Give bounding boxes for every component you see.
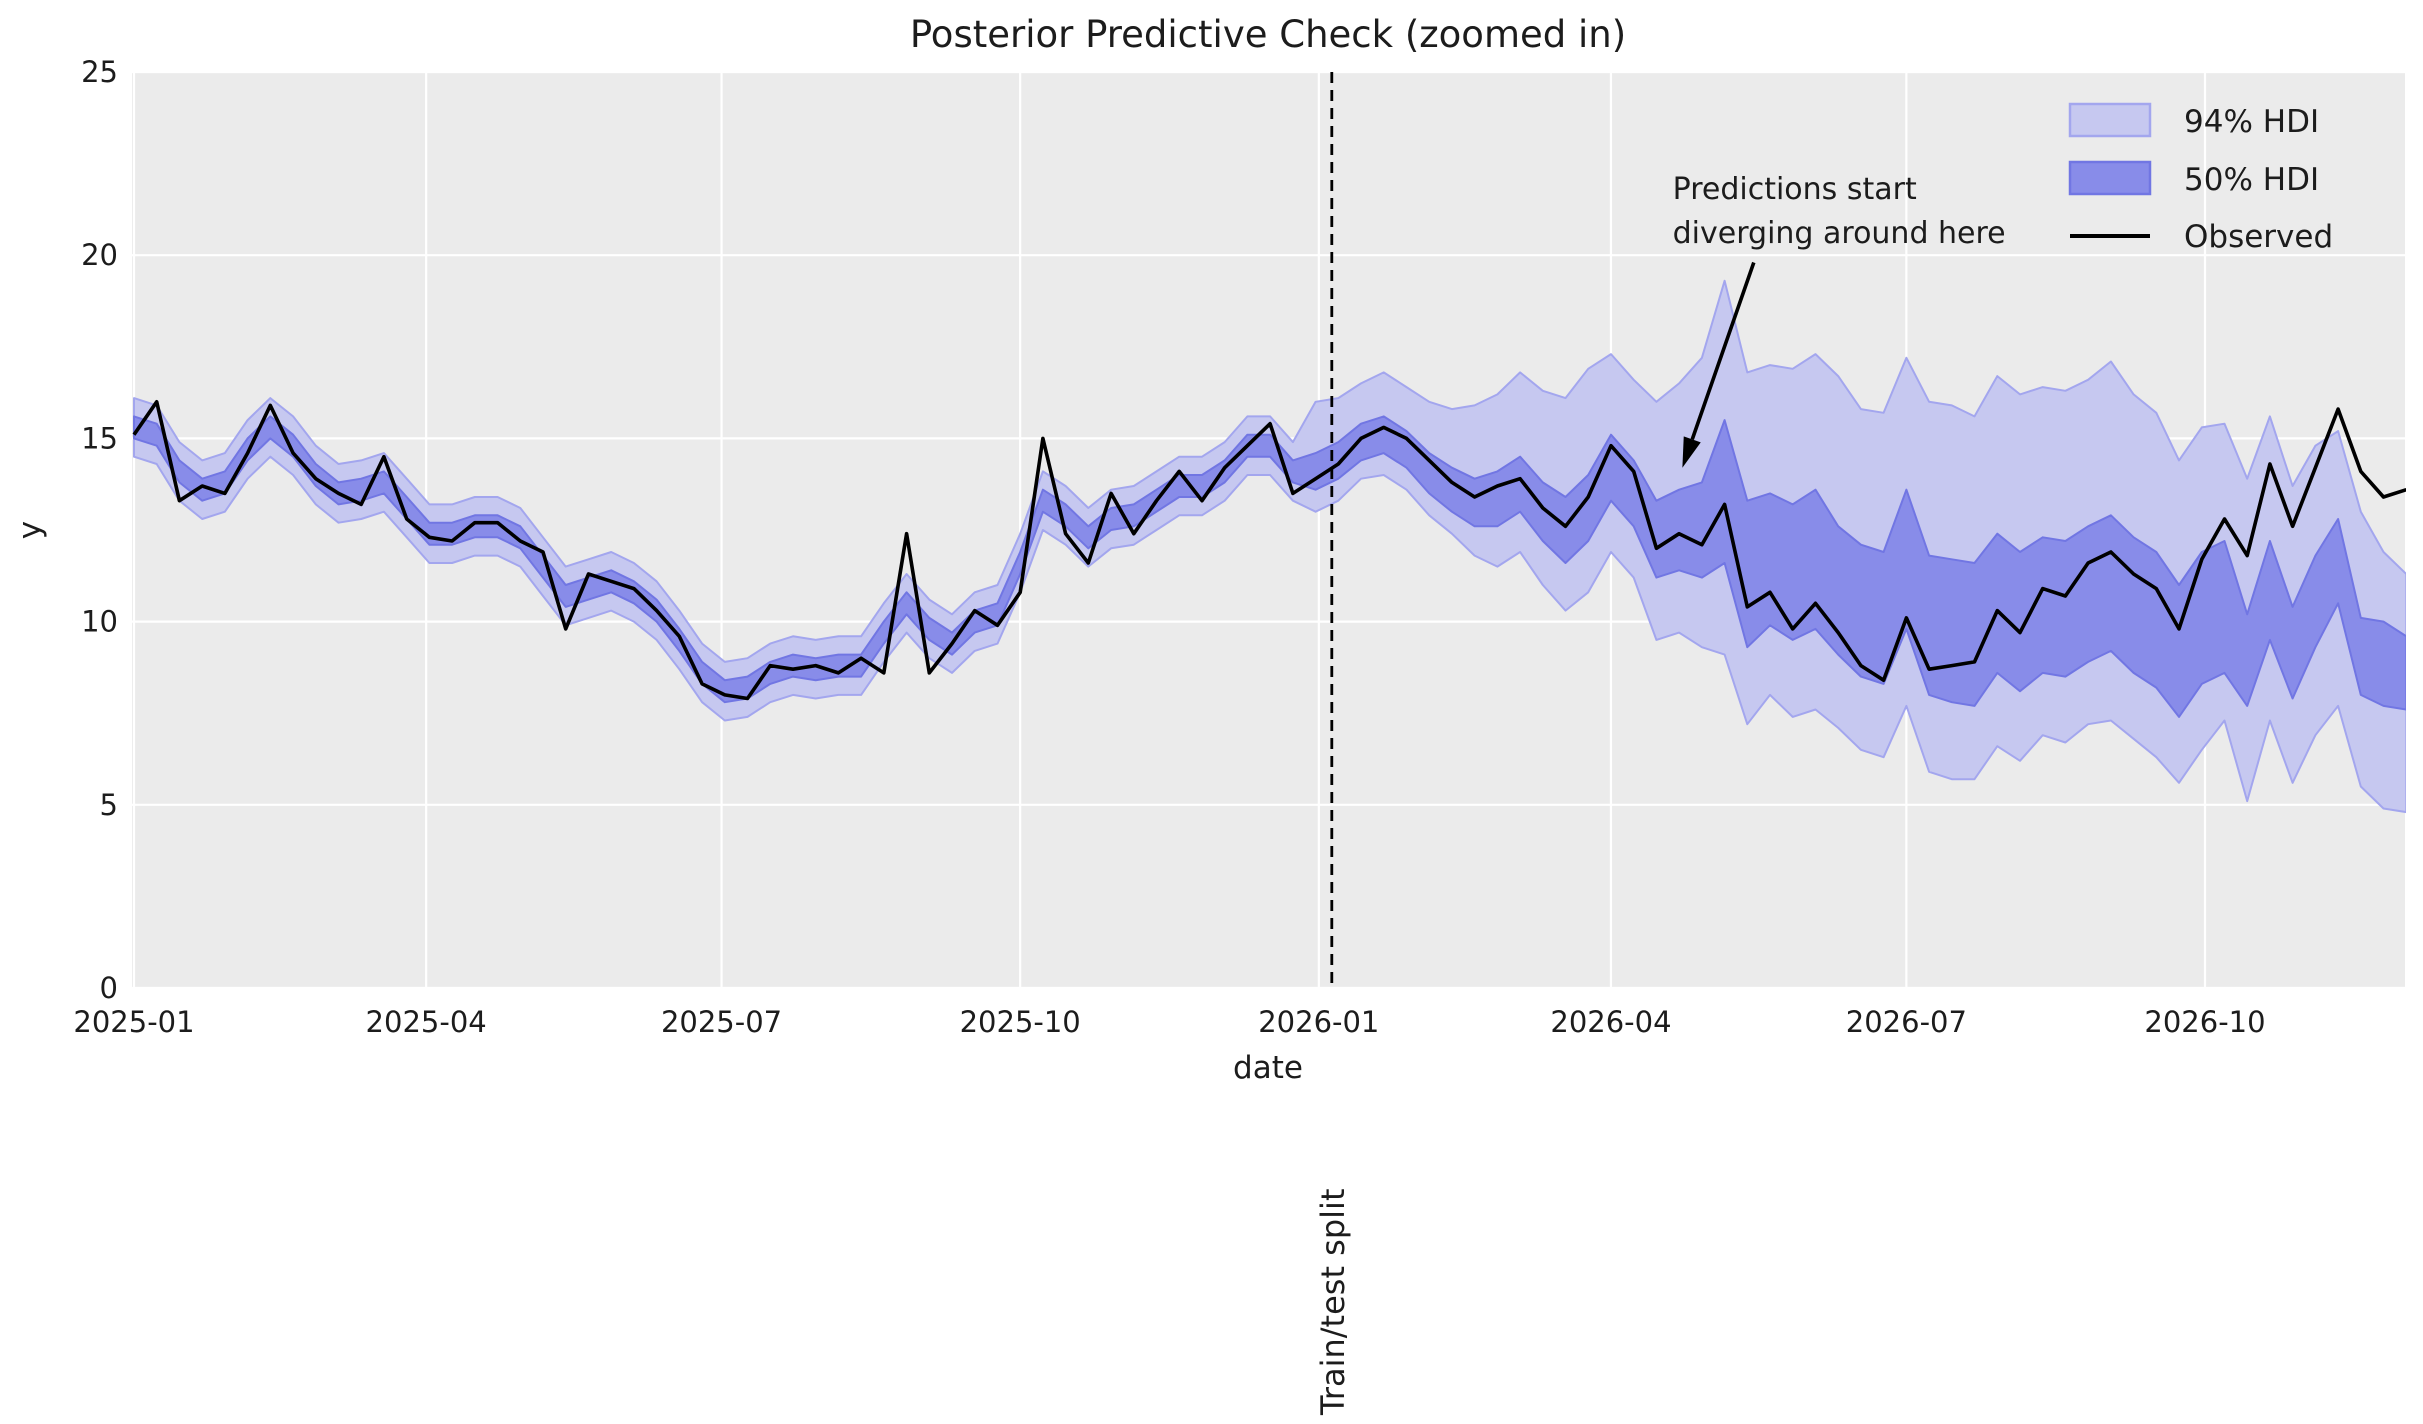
chart-title: Posterior Predictive Check (zoomed in) bbox=[910, 13, 1626, 56]
y-tick-label: 25 bbox=[81, 55, 118, 89]
x-tick-label: 2025-07 bbox=[661, 1005, 782, 1039]
y-tick-label: 0 bbox=[100, 971, 118, 1005]
hdi-50-band bbox=[133, 415, 2406, 718]
legend-label-50hdi: 50% HDI bbox=[2184, 162, 2319, 198]
y-axis-tick-labels: 0 5 10 15 20 25 bbox=[81, 55, 118, 1005]
x-tick-label: 2025-04 bbox=[366, 1005, 487, 1039]
y-tick-label: 5 bbox=[100, 788, 118, 822]
y-axis-label: y bbox=[12, 521, 48, 539]
y-tick-label: 10 bbox=[81, 605, 118, 639]
x-axis-tick-labels: 2025-01 2025-04 2025-07 2025-10 2026-01 2026-… bbox=[73, 1005, 2265, 1039]
x-tick-label: 2026-04 bbox=[1550, 1005, 1671, 1039]
legend-swatch-94hdi bbox=[2068, 102, 2152, 138]
x-tick-label: 2025-01 bbox=[73, 1005, 194, 1039]
observed-line-layer bbox=[132, 400, 2406, 701]
y-tick-label: 20 bbox=[81, 238, 118, 272]
observed-line bbox=[132, 400, 2406, 701]
annotation-text-line2: diverging around here bbox=[1673, 216, 2006, 251]
x-tick-label: 2026-01 bbox=[1258, 1005, 1379, 1039]
legend-label-observed: Observed bbox=[2184, 219, 2333, 255]
annotation-text-line1: Predictions start bbox=[1673, 172, 1917, 207]
annotation-arrowhead-icon bbox=[1682, 436, 1701, 468]
annotation-arrow-icon bbox=[1682, 261, 1756, 468]
legend: 94% HDI 50% HDI Observed bbox=[2068, 102, 2333, 255]
train-test-split-label: Train/test split bbox=[1314, 1189, 1352, 1417]
annotation-arrow-shaft bbox=[1690, 261, 1756, 440]
x-tick-label: 2026-07 bbox=[1846, 1005, 1967, 1039]
legend-label-94hdi: 94% HDI bbox=[2184, 104, 2319, 140]
x-tick-label: 2025-10 bbox=[960, 1005, 1081, 1039]
x-axis-label: date bbox=[1233, 1050, 1303, 1086]
y-tick-label: 15 bbox=[81, 421, 118, 455]
annotation: Predictions start diverging around here bbox=[1673, 172, 2006, 468]
x-tick-label: 2026-10 bbox=[2144, 1005, 2265, 1039]
legend-swatch-50hdi bbox=[2068, 160, 2152, 196]
